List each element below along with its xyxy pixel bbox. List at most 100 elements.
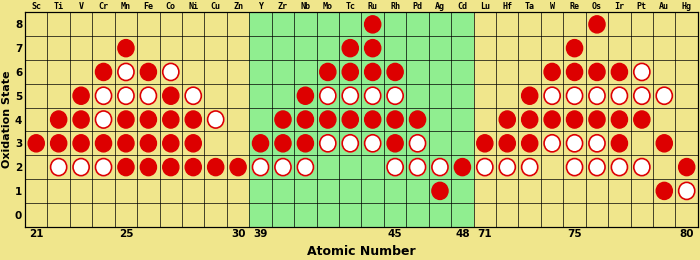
- Circle shape: [118, 40, 134, 57]
- Circle shape: [477, 159, 493, 176]
- Circle shape: [634, 63, 650, 81]
- Circle shape: [162, 135, 179, 152]
- Circle shape: [365, 40, 381, 57]
- Circle shape: [387, 159, 403, 176]
- Circle shape: [50, 159, 66, 176]
- Circle shape: [589, 87, 605, 104]
- Circle shape: [365, 135, 381, 152]
- Circle shape: [611, 159, 627, 176]
- Circle shape: [186, 135, 202, 152]
- Circle shape: [253, 159, 269, 176]
- Circle shape: [162, 111, 179, 128]
- Circle shape: [611, 111, 627, 128]
- Circle shape: [454, 159, 470, 176]
- Circle shape: [432, 182, 448, 199]
- Circle shape: [566, 87, 582, 104]
- Circle shape: [253, 135, 269, 152]
- Circle shape: [140, 87, 157, 104]
- Circle shape: [589, 63, 605, 81]
- Circle shape: [320, 111, 336, 128]
- Circle shape: [410, 159, 426, 176]
- Circle shape: [140, 111, 157, 128]
- Circle shape: [298, 135, 314, 152]
- Circle shape: [186, 87, 202, 104]
- Circle shape: [320, 135, 336, 152]
- Circle shape: [73, 87, 89, 104]
- Circle shape: [118, 159, 134, 176]
- Circle shape: [410, 111, 426, 128]
- Circle shape: [298, 159, 314, 176]
- Circle shape: [544, 87, 560, 104]
- Bar: [249, 12, 474, 226]
- Circle shape: [320, 87, 336, 104]
- Circle shape: [298, 87, 314, 104]
- Circle shape: [634, 87, 650, 104]
- Circle shape: [342, 87, 358, 104]
- Circle shape: [432, 159, 448, 176]
- Circle shape: [275, 135, 291, 152]
- Circle shape: [342, 135, 358, 152]
- Circle shape: [95, 87, 111, 104]
- Circle shape: [544, 111, 560, 128]
- Circle shape: [522, 111, 538, 128]
- Circle shape: [208, 159, 224, 176]
- Circle shape: [566, 63, 582, 81]
- Circle shape: [522, 135, 538, 152]
- Circle shape: [656, 87, 672, 104]
- Circle shape: [589, 111, 605, 128]
- Circle shape: [320, 63, 336, 81]
- Circle shape: [477, 135, 493, 152]
- Circle shape: [208, 111, 224, 128]
- Circle shape: [186, 159, 202, 176]
- Circle shape: [611, 135, 627, 152]
- Circle shape: [365, 16, 381, 33]
- Circle shape: [95, 159, 111, 176]
- Circle shape: [499, 135, 515, 152]
- Circle shape: [275, 159, 291, 176]
- Circle shape: [95, 111, 111, 128]
- Circle shape: [656, 182, 672, 199]
- Circle shape: [95, 135, 111, 152]
- Circle shape: [365, 111, 381, 128]
- Circle shape: [50, 135, 66, 152]
- Circle shape: [589, 135, 605, 152]
- Circle shape: [118, 87, 134, 104]
- Circle shape: [611, 87, 627, 104]
- Circle shape: [298, 111, 314, 128]
- Circle shape: [230, 159, 246, 176]
- Circle shape: [410, 135, 426, 152]
- Circle shape: [95, 63, 111, 81]
- Circle shape: [634, 111, 650, 128]
- Circle shape: [499, 111, 515, 128]
- Circle shape: [611, 63, 627, 81]
- Circle shape: [342, 111, 358, 128]
- Circle shape: [589, 159, 605, 176]
- Circle shape: [118, 135, 134, 152]
- Circle shape: [566, 135, 582, 152]
- Circle shape: [118, 63, 134, 81]
- Circle shape: [73, 111, 89, 128]
- Circle shape: [387, 111, 403, 128]
- Circle shape: [28, 135, 44, 152]
- Circle shape: [566, 40, 582, 57]
- Circle shape: [544, 63, 560, 81]
- Circle shape: [186, 111, 202, 128]
- Circle shape: [566, 111, 582, 128]
- Circle shape: [387, 87, 403, 104]
- Circle shape: [162, 159, 179, 176]
- Circle shape: [118, 111, 134, 128]
- Circle shape: [73, 135, 89, 152]
- Circle shape: [634, 159, 650, 176]
- Circle shape: [162, 87, 179, 104]
- Circle shape: [522, 87, 538, 104]
- Circle shape: [544, 135, 560, 152]
- Circle shape: [566, 159, 582, 176]
- Circle shape: [589, 16, 605, 33]
- Circle shape: [656, 135, 672, 152]
- Circle shape: [140, 63, 157, 81]
- Circle shape: [387, 63, 403, 81]
- Circle shape: [678, 159, 695, 176]
- Circle shape: [140, 159, 157, 176]
- X-axis label: Atomic Number: Atomic Number: [307, 245, 416, 258]
- Circle shape: [387, 135, 403, 152]
